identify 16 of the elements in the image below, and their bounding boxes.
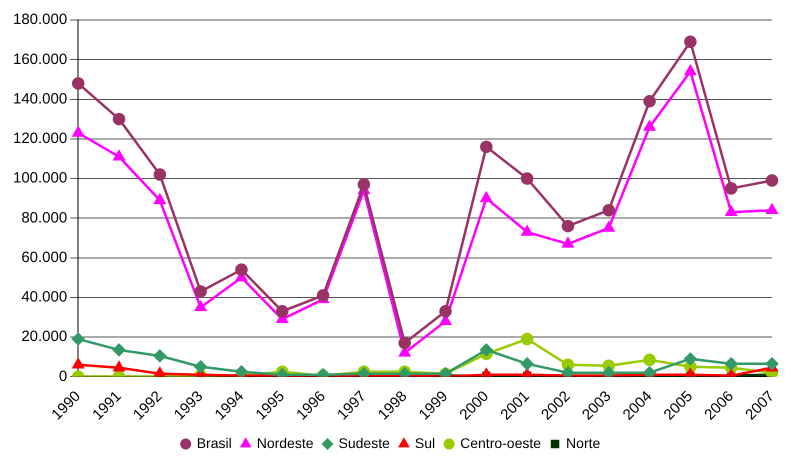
y-tick-label: 180.000 (12, 11, 68, 28)
y-tick-label: 80.000 (21, 209, 68, 226)
y-tick-label: 140.000 (12, 90, 68, 108)
y-tick-label: 160.000 (12, 50, 68, 68)
legend-label: Brasil (196, 434, 232, 451)
y-tick-label: 120.000 (12, 130, 68, 148)
legend-label: Sudeste (338, 434, 390, 451)
legend-label: Norte (566, 434, 601, 451)
y-tick-label: 40.000 (21, 288, 68, 306)
y-tick-label: 60.000 (21, 248, 68, 266)
legend-label: Nordeste (256, 434, 314, 451)
legend-label: Centro-oeste (460, 434, 542, 451)
y-tick-label: 100.000 (12, 170, 68, 187)
legend-label: Sul (414, 434, 436, 451)
y-tick-label: 0 (58, 368, 68, 385)
y-tick-label: 20.000 (21, 328, 68, 346)
